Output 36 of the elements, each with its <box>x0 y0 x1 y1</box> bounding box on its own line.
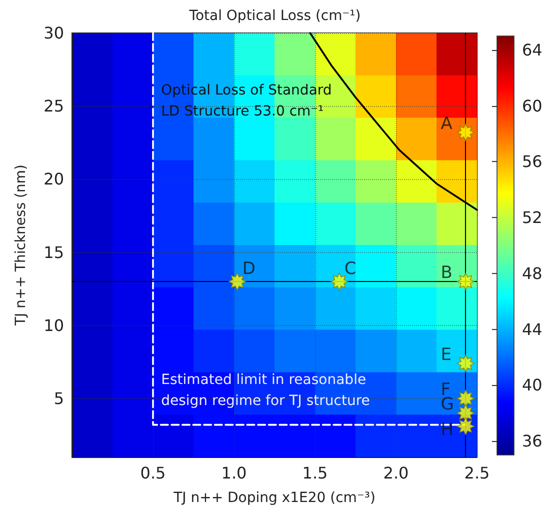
y-tick-label: 10 <box>44 316 64 335</box>
x-axis-title: TJ n++ Doping x1E20 (cm⁻³) <box>172 490 376 506</box>
color-bar-label: 52 <box>522 208 542 228</box>
data-label: A <box>440 114 453 134</box>
x-tick-label: 2.5 <box>464 464 490 482</box>
color-bar-label: 56 <box>522 152 542 172</box>
color-bar-label: 40 <box>522 376 542 395</box>
point <box>456 272 475 290</box>
x-tick-label: 0.5 <box>140 464 166 482</box>
point <box>456 404 475 422</box>
data-label: E <box>440 345 452 366</box>
color-bar-label: 36 <box>522 432 542 451</box>
data-label: D <box>242 259 256 280</box>
point <box>456 417 475 436</box>
x-tick-label: 1.5 <box>302 464 328 482</box>
y-tick-label: 25 <box>44 96 64 116</box>
y-tick-label: 20 <box>44 170 64 189</box>
data-label: H <box>440 420 454 440</box>
data-label: C <box>344 259 356 280</box>
color-bar-label: 44 <box>522 320 542 339</box>
annotation: Estimated limit in reasonable design regime for TJ structure <box>161 372 371 409</box>
x-tick-label: 1.0 <box>221 464 247 482</box>
data-label: B <box>440 263 452 284</box>
y-tick-label: 30 <box>44 24 64 42</box>
color-bar-label: 60 <box>522 96 542 116</box>
point <box>330 272 348 290</box>
point <box>456 354 475 372</box>
color-bar-label: 64 <box>522 40 542 60</box>
x-tick-label: 2.0 <box>383 464 409 482</box>
chart-title: Total Optical Loss (cm⁻¹) <box>188 8 361 24</box>
y-axis-title: TJ n++ Thickness (nm) <box>13 164 29 326</box>
y-tick-label: 5 <box>54 389 64 408</box>
point <box>228 272 246 290</box>
annotation: Optical Loss of Standard LD Structure 53.0 cm⁻¹ <box>161 82 336 120</box>
color-bar-label: 48 <box>522 264 542 283</box>
y-tick-label: 15 <box>44 242 64 262</box>
